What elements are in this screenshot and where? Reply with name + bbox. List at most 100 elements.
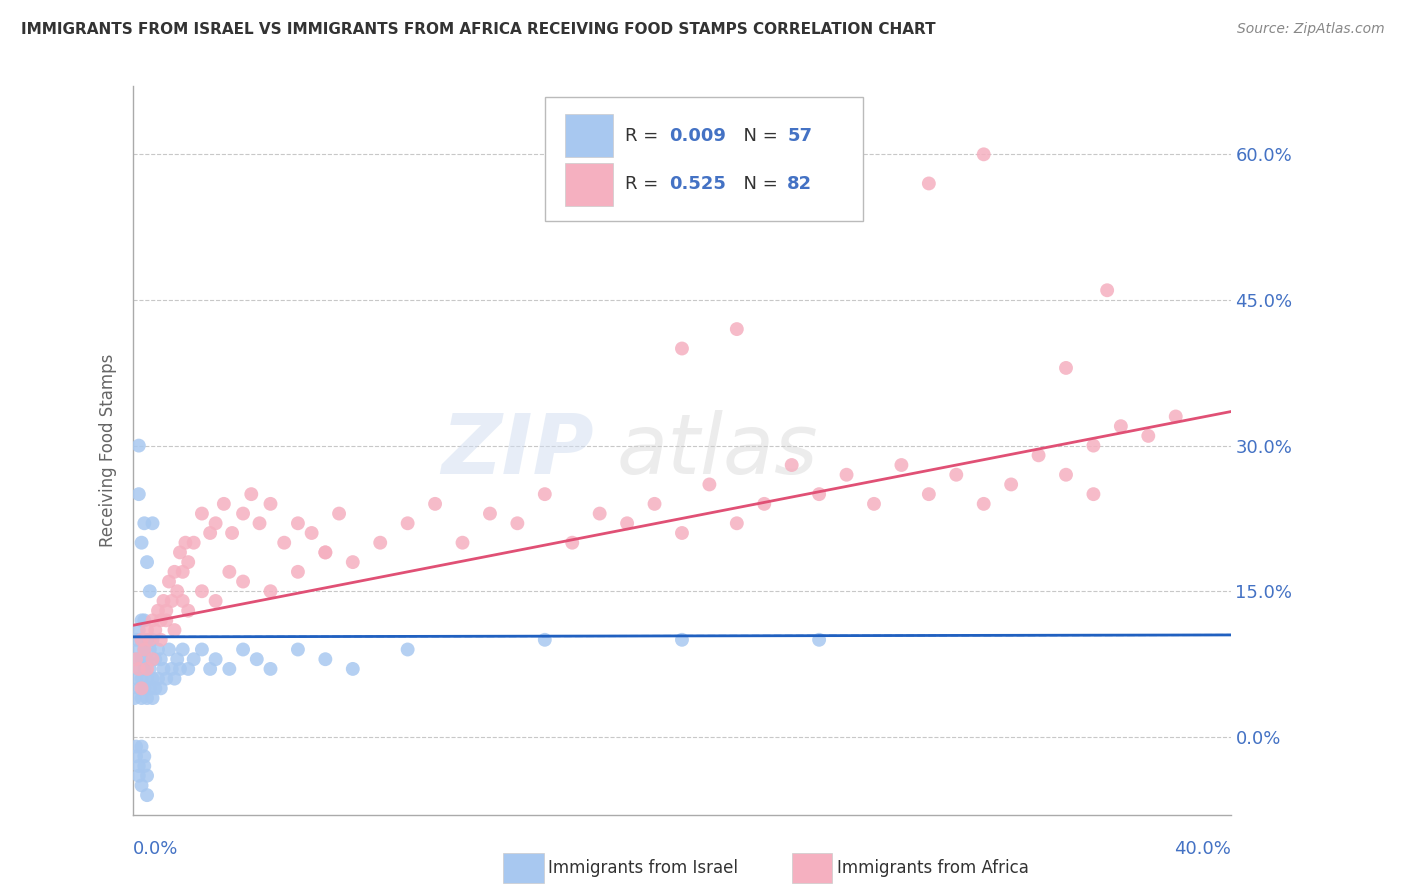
Point <box>149 681 172 696</box>
Point <box>232 507 254 521</box>
Point <box>128 769 150 783</box>
Point <box>166 652 188 666</box>
Point <box>136 555 159 569</box>
Point <box>314 545 336 559</box>
Point <box>328 507 350 521</box>
Point <box>396 516 419 531</box>
Point <box>139 632 162 647</box>
Point <box>808 487 831 501</box>
Point <box>139 642 162 657</box>
Point <box>1083 439 1105 453</box>
Point <box>423 497 446 511</box>
Point <box>533 487 555 501</box>
Point <box>134 613 156 627</box>
Point <box>128 623 150 637</box>
Point <box>163 672 186 686</box>
Point <box>124 691 146 706</box>
Text: atlas: atlas <box>616 410 818 491</box>
Point <box>160 662 183 676</box>
Point <box>155 613 177 627</box>
Point <box>141 632 163 647</box>
Point <box>174 535 197 549</box>
Point <box>131 739 153 754</box>
Text: N =: N = <box>733 175 785 193</box>
Point <box>301 526 323 541</box>
Point <box>973 147 995 161</box>
Text: R =: R = <box>624 127 664 145</box>
Point <box>125 749 148 764</box>
Point <box>166 584 188 599</box>
Point <box>918 177 941 191</box>
Point <box>131 632 153 647</box>
Point <box>177 604 200 618</box>
Text: Immigrants from Africa: Immigrants from Africa <box>837 859 1028 877</box>
Point <box>152 662 174 676</box>
Point <box>863 497 886 511</box>
Point <box>134 662 156 676</box>
Text: R =: R = <box>624 175 664 193</box>
Point <box>368 535 391 549</box>
Point <box>128 681 150 696</box>
Point <box>136 672 159 686</box>
Point <box>287 565 309 579</box>
Point <box>131 652 153 666</box>
Point <box>1054 360 1077 375</box>
Point <box>136 788 159 802</box>
Point <box>973 497 995 511</box>
Point <box>191 642 214 657</box>
Text: 0.525: 0.525 <box>669 175 725 193</box>
Point <box>1164 409 1187 424</box>
Point <box>155 672 177 686</box>
Point <box>221 526 243 541</box>
Point <box>172 594 194 608</box>
Point <box>136 691 159 706</box>
Point <box>141 652 163 666</box>
Point <box>149 652 172 666</box>
Point <box>1109 419 1132 434</box>
Point <box>177 662 200 676</box>
Point <box>780 458 803 472</box>
Point <box>131 535 153 549</box>
Point <box>125 652 148 666</box>
Point <box>1137 429 1160 443</box>
Point <box>125 672 148 686</box>
Point <box>169 545 191 559</box>
Point <box>506 516 529 531</box>
Point <box>890 458 912 472</box>
Point <box>198 526 221 541</box>
Point <box>131 691 153 706</box>
Point <box>945 467 967 482</box>
Point <box>163 565 186 579</box>
Point <box>259 662 281 676</box>
Point <box>136 623 159 637</box>
Point <box>191 584 214 599</box>
Point <box>725 516 748 531</box>
Point <box>169 662 191 676</box>
Point <box>177 555 200 569</box>
Point <box>155 604 177 618</box>
Point <box>128 487 150 501</box>
Point <box>125 739 148 754</box>
Point <box>128 662 150 676</box>
Text: 0.0%: 0.0% <box>134 839 179 857</box>
Point <box>172 565 194 579</box>
Point <box>143 652 166 666</box>
Point <box>1095 283 1118 297</box>
Point <box>141 672 163 686</box>
Point <box>134 642 156 657</box>
Point <box>725 322 748 336</box>
Point <box>134 516 156 531</box>
Point <box>136 662 159 676</box>
Point <box>149 632 172 647</box>
Point <box>198 662 221 676</box>
Point <box>160 594 183 608</box>
Point <box>561 535 583 549</box>
Text: 82: 82 <box>787 175 813 193</box>
Point <box>131 779 153 793</box>
Point <box>314 652 336 666</box>
Point <box>143 623 166 637</box>
Point <box>131 613 153 627</box>
Point <box>163 623 186 637</box>
Point <box>146 642 169 657</box>
Point <box>259 497 281 511</box>
